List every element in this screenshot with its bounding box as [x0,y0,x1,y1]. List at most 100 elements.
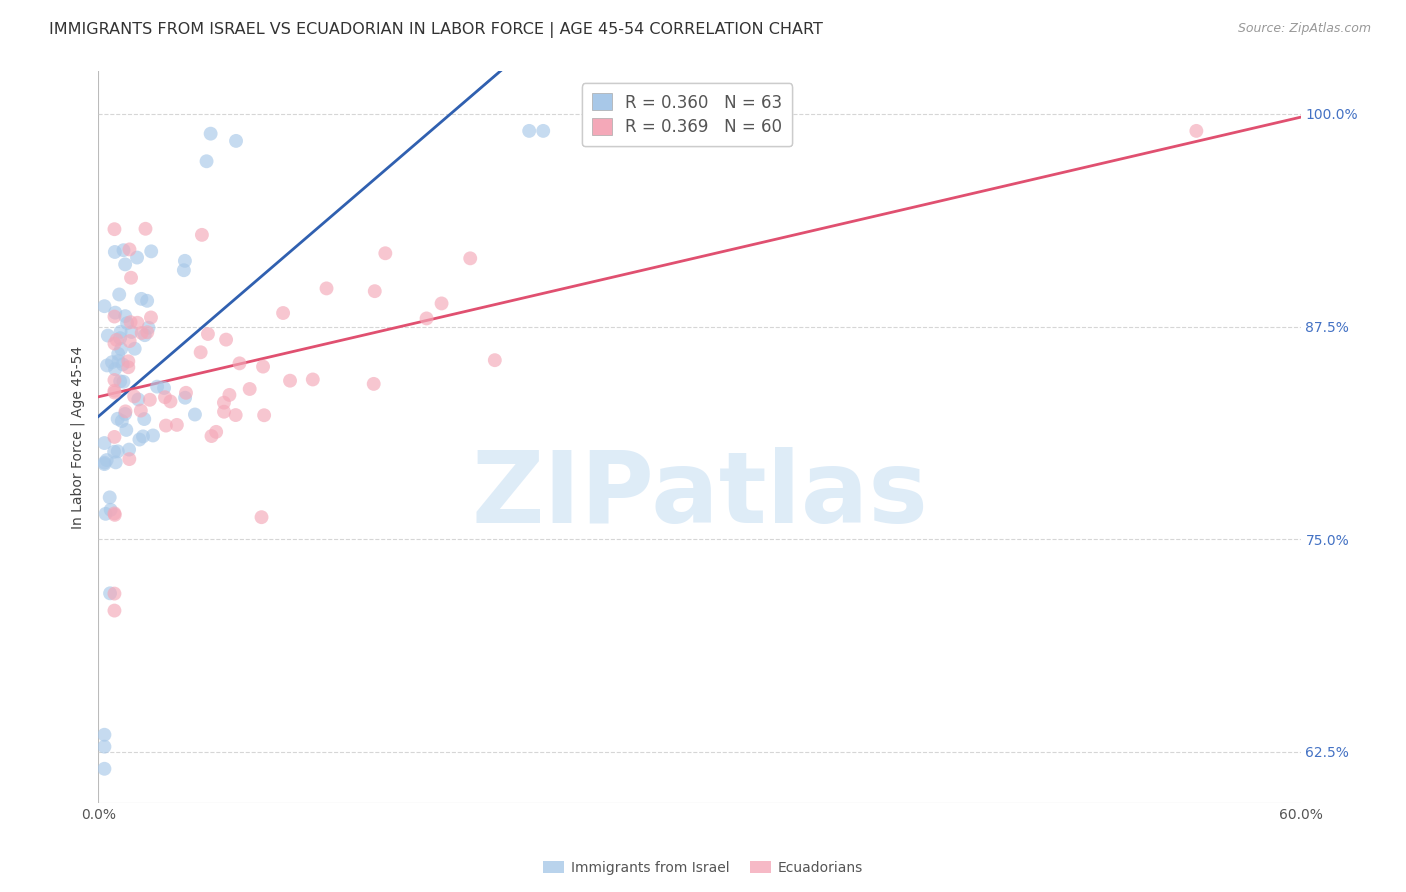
Point [239,382,262,396]
Point [128,433,150,447]
Point [118,243,141,257]
Point [153,381,176,395]
Point [218,388,240,402]
Point [315,281,337,295]
Point [484,353,506,368]
Point [205,425,228,439]
Point [108,374,131,388]
Point [93,436,115,450]
Point [364,284,387,298]
Point [146,379,169,393]
Point [153,390,176,404]
Point [118,334,141,348]
Point [271,306,294,320]
Point [136,293,159,308]
Point [184,408,207,422]
Point [117,354,139,368]
Point [115,316,138,330]
Point [115,423,138,437]
Point [107,354,129,368]
Text: Source: ZipAtlas.com: Source: ZipAtlas.com [1237,22,1371,36]
Point [301,372,323,386]
Text: ZIPatlas: ZIPatlas [471,447,928,544]
Point [159,394,181,409]
Point [104,508,127,522]
Point [107,411,129,425]
Point [122,389,145,403]
Point [139,310,162,325]
Point [103,310,125,324]
Point [374,246,396,260]
Point [93,299,115,313]
Point [129,403,152,417]
Point [212,405,235,419]
Point [363,376,385,391]
Legend: Immigrants from Israel, Ecuadorians: Immigrants from Israel, Ecuadorians [537,855,869,880]
Point [111,414,134,428]
Point [127,316,149,330]
Point [118,452,141,467]
Point [103,222,125,236]
Point [120,270,142,285]
Point [139,392,162,407]
Point [98,491,121,505]
Point [212,395,235,409]
Point [225,408,247,422]
Point [195,154,218,169]
Point [110,325,132,339]
Point [96,359,118,373]
Point [108,287,131,301]
Point [197,326,219,341]
Point [430,296,453,310]
Point [415,311,437,326]
Point [138,320,160,334]
Point [174,253,197,268]
Point [112,375,135,389]
Point [136,325,159,339]
Point [103,586,125,600]
Point [104,455,127,469]
Point [458,252,481,266]
Point [94,507,117,521]
Point [252,359,274,374]
Point [104,306,127,320]
Point [107,444,129,458]
Point [93,456,115,470]
Point [111,358,134,372]
Point [103,385,125,400]
Point [253,409,276,423]
Point [103,384,125,398]
Point [114,309,136,323]
Point [103,604,125,618]
Point [131,326,153,340]
Point [114,404,136,418]
Point [155,418,177,433]
Point [131,292,153,306]
Point [93,762,115,776]
Point [250,510,273,524]
Point [531,124,554,138]
Point [107,347,129,361]
Point [174,391,197,405]
Point [100,503,122,517]
Point [127,392,149,407]
Point [200,429,222,443]
Point [101,355,124,369]
Point [96,453,118,467]
Point [121,325,143,339]
Point [191,227,214,242]
Point [108,331,131,345]
Point [103,507,125,521]
Point [103,444,125,458]
Point [200,127,222,141]
Point [134,221,156,235]
Point [134,328,156,343]
Point [114,257,136,271]
Point [120,315,142,329]
Point [103,430,125,444]
Point [104,362,127,376]
Point [93,457,115,471]
Point [114,407,136,421]
Point [124,342,146,356]
Point [105,333,128,347]
